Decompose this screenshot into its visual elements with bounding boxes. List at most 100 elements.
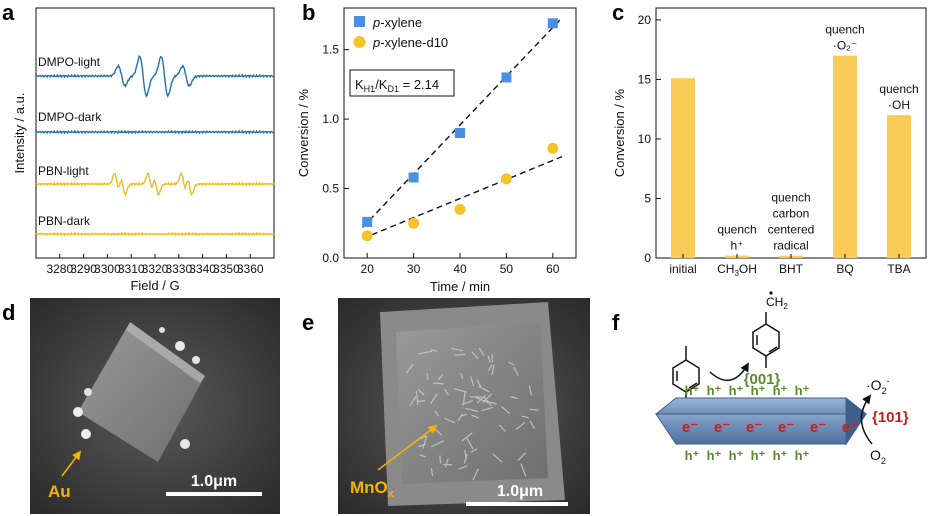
x-tick-label: CH3OH <box>717 262 757 278</box>
scale-bar-label: 1.0μm <box>191 473 237 490</box>
panel-letter-e: e <box>302 310 314 335</box>
y-tick-label: 0 <box>644 251 651 265</box>
x-axis-label: Field / G <box>130 278 179 293</box>
sem-cube-au <box>73 322 205 462</box>
point-p-xylene-d10 <box>547 142 559 154</box>
electron-label: e⁻ <box>746 419 762 436</box>
bar-bq <box>833 55 857 258</box>
mnox-arrow <box>377 424 438 471</box>
legend-label: p-xylene-d10 <box>372 35 448 50</box>
curve-label-pbn-light: PBN-light <box>38 164 89 178</box>
electron-label: e⁻ <box>842 419 858 436</box>
panel-d: d Au 1.0μm <box>2 298 280 514</box>
conversion-bar-chart: 0 5 10 15 20 Conversion / % initial CH3OH quench… <box>612 13 919 278</box>
epr-spectra <box>35 55 275 237</box>
hole-label: h⁺ <box>685 383 700 398</box>
spectrum-dmpo-dark <box>35 129 275 135</box>
x-tick-label: BQ <box>836 262 853 276</box>
hole-label: h⁺ <box>795 448 810 463</box>
x-tick-label: 3290 <box>70 262 97 276</box>
electron-label: e⁻ <box>714 419 730 436</box>
bar-annotation: quench <box>771 191 810 205</box>
panel-letter-f: f <box>612 310 620 335</box>
y-tick-label: 0.5 <box>322 182 339 196</box>
scale-bar-label: 1.0μm <box>497 483 543 500</box>
hole-label: h⁺ <box>707 448 722 463</box>
y-axis-label: Intensity / a.u. <box>12 93 27 174</box>
bar-annotation: quench <box>825 23 864 37</box>
point-p-xylene-d10 <box>361 230 373 242</box>
au-label: Au <box>48 482 71 501</box>
y-tick-label: 1.5 <box>322 43 339 57</box>
panel-b: b 20 30 40 50 60 0.0 0.5 1.0 1.5 Time / min Conver… <box>296 0 577 294</box>
bar-annotation: ·OH <box>888 98 910 112</box>
bar-annotation: quench <box>717 223 756 237</box>
kie-annotation-box: KH1/KD1 = 2.14 <box>349 69 455 97</box>
radical-dot <box>769 291 773 295</box>
kie-annotation: KH1/KD1 = 2.14 <box>355 77 439 94</box>
electron-label: e⁻ <box>778 419 794 436</box>
spectrum-pbn-dark <box>35 231 275 237</box>
x-tick-label: 30 <box>407 262 421 276</box>
facet-001-label: {001} <box>744 371 781 388</box>
point-p-xylene-d10 <box>454 203 466 215</box>
point-p-xylene <box>362 216 373 227</box>
benzyl-radical-molecule <box>752 312 780 368</box>
bar-annotation: carbon <box>773 207 810 221</box>
panel-c: c 0 5 10 15 20 Conversion / % initial CH3OH quen… <box>612 0 927 278</box>
x-tick-label: BHT <box>779 262 804 276</box>
sem-cube-mnox <box>380 302 565 506</box>
hole-label: h⁺ <box>685 448 700 463</box>
x-tick-label: 3280 <box>46 262 73 276</box>
y-tick-label: 10 <box>638 132 652 146</box>
crystal-slab <box>654 396 868 446</box>
y-tick-label: 15 <box>638 72 652 86</box>
x-tick-label: 3360 <box>237 262 264 276</box>
hole-label: h⁺ <box>751 383 766 398</box>
x-tick-label: TBA <box>887 262 910 276</box>
panel-letter-a: a <box>2 0 15 25</box>
spectrum-dmpo-light <box>35 55 275 98</box>
point-p-xylene <box>455 128 465 138</box>
x-tick-label: 3350 <box>213 262 240 276</box>
bar-annotation: h⁺ <box>730 239 743 253</box>
reaction-arrow <box>709 362 749 381</box>
legend-marker <box>354 16 365 27</box>
point-p-xylene-d10 <box>408 217 420 229</box>
electrons-row: e⁻ e⁻ e⁻ e⁻ e⁻ e⁻ <box>682 419 858 436</box>
curve-label-pbn-dark: PBN-dark <box>38 214 91 228</box>
panel-f: f CH2 {001} h⁺ h⁺ h⁺ h⁺ h⁺ h⁺ <box>612 291 909 466</box>
x-axis-label: Time / min <box>430 279 490 294</box>
bar-tba <box>887 115 911 259</box>
hole-label: h⁺ <box>773 383 788 398</box>
radical-ch2-label: CH2 <box>766 295 788 311</box>
y-axis-label: Conversion / % <box>612 88 627 177</box>
y-tick-label: 1.0 <box>322 112 339 126</box>
p-xylene-molecule <box>672 346 700 406</box>
y-axis-label: Conversion / % <box>296 88 311 177</box>
bar-annotation: ·O₂⁻ <box>833 39 857 53</box>
panel-letter-c: c <box>612 0 624 25</box>
point-p-xylene <box>547 18 558 29</box>
legend-marker <box>353 36 366 48</box>
facet-101-label: {101} <box>872 409 909 426</box>
y-tick-label: 0.0 <box>322 251 339 265</box>
reduction-arrow <box>860 394 873 445</box>
x-tick-label: 3330 <box>165 262 192 276</box>
y-tick-label: 20 <box>638 13 652 27</box>
holes-top-row: h⁺ h⁺ h⁺ h⁺ h⁺ h⁺ <box>685 383 810 398</box>
panel-letter-b: b <box>302 0 315 25</box>
oxygen-label: O2 <box>870 447 886 466</box>
legend: p-xylene p-xylene-d10 <box>353 15 448 50</box>
x-tick-label: 3320 <box>142 262 169 276</box>
x-tick-label: 3340 <box>189 262 216 276</box>
panel-letter-d: d <box>2 300 15 325</box>
x-tick-label: 20 <box>361 262 375 276</box>
bar-annotation: radical <box>773 239 808 253</box>
curve-label-dmpo-light: DMPO-light <box>38 55 101 69</box>
fit-line <box>362 155 563 240</box>
hole-label: h⁺ <box>707 383 722 398</box>
point-p-xylene <box>501 72 512 83</box>
